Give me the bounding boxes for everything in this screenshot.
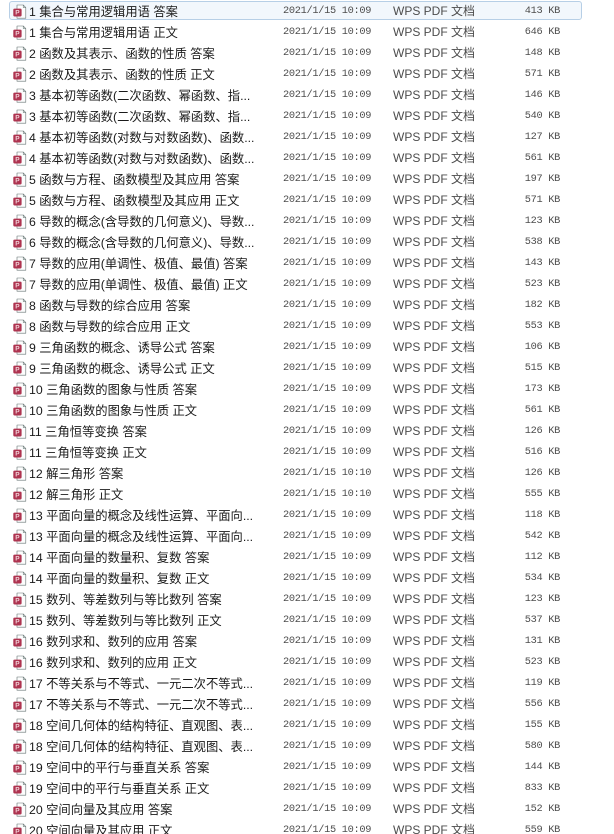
svg-text:P: P — [15, 366, 20, 373]
svg-text:P: P — [15, 324, 20, 331]
svg-text:P: P — [15, 240, 20, 247]
svg-text:P: P — [15, 219, 20, 226]
svg-text:P: P — [15, 744, 20, 751]
svg-text:P: P — [15, 597, 20, 604]
svg-text:P: P — [15, 72, 20, 79]
svg-text:P: P — [15, 786, 20, 793]
svg-text:P: P — [15, 429, 20, 436]
svg-text:P: P — [15, 9, 20, 16]
svg-text:P: P — [15, 345, 20, 352]
svg-text:P: P — [15, 471, 20, 478]
svg-text:P: P — [15, 408, 20, 415]
svg-text:P: P — [15, 156, 20, 163]
svg-text:P: P — [15, 261, 20, 268]
svg-text:P: P — [15, 513, 20, 520]
svg-text:P: P — [15, 723, 20, 730]
svg-text:P: P — [15, 51, 20, 58]
svg-text:P: P — [15, 114, 20, 121]
svg-text:P: P — [15, 534, 20, 541]
svg-text:P: P — [15, 660, 20, 667]
svg-text:P: P — [15, 93, 20, 100]
svg-text:P: P — [15, 681, 20, 688]
svg-text:P: P — [15, 555, 20, 562]
svg-text:P: P — [15, 135, 20, 142]
svg-text:P: P — [15, 618, 20, 625]
svg-text:P: P — [15, 177, 20, 184]
svg-text:P: P — [15, 450, 20, 457]
svg-text:P: P — [15, 807, 20, 814]
svg-text:P: P — [15, 198, 20, 205]
svg-text:P: P — [15, 387, 20, 394]
svg-text:P: P — [15, 282, 20, 289]
svg-text:P: P — [15, 702, 20, 709]
svg-text:P: P — [15, 30, 20, 37]
svg-text:P: P — [15, 828, 20, 834]
svg-text:P: P — [15, 639, 20, 646]
svg-text:P: P — [15, 576, 20, 583]
svg-text:P: P — [15, 765, 20, 772]
svg-text:P: P — [15, 303, 20, 310]
svg-text:P: P — [15, 492, 20, 499]
